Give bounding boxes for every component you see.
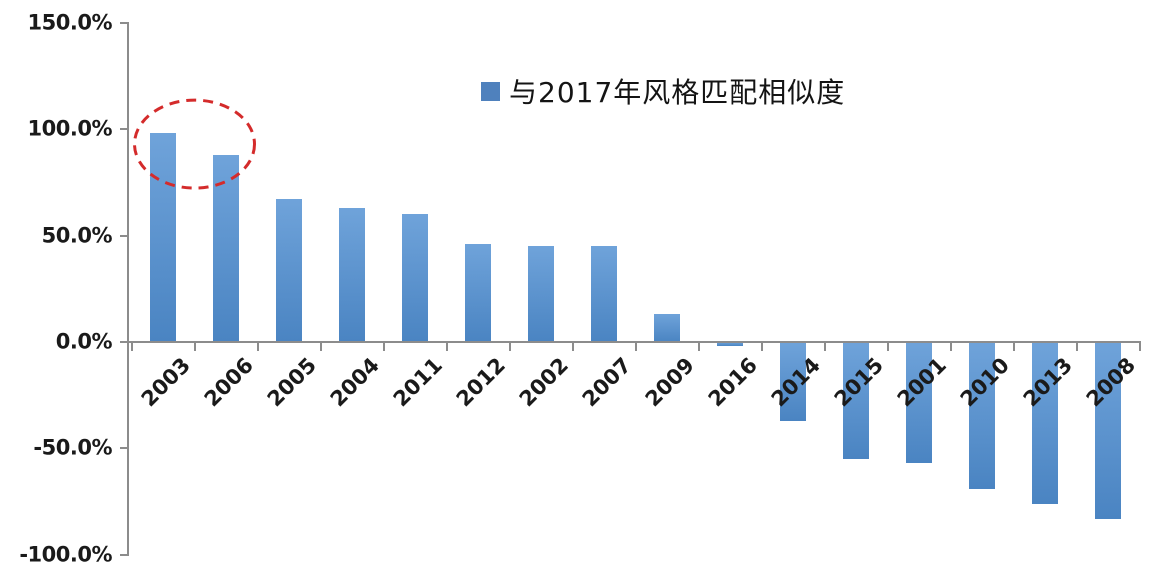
- x-tick: [886, 342, 889, 351]
- bar: [717, 342, 743, 347]
- y-tick-label: -100.0%: [19, 542, 112, 567]
- x-tick: [445, 342, 448, 351]
- y-tick: [120, 234, 128, 237]
- y-tick: [120, 553, 128, 556]
- x-tick: [571, 342, 574, 351]
- y-tick-label: 100.0%: [27, 116, 113, 141]
- y-tick: [120, 21, 128, 24]
- legend-label: 与2017年风格匹配相似度: [509, 76, 846, 109]
- y-tick-label: 0.0%: [55, 329, 113, 354]
- bar: [591, 246, 617, 342]
- x-tick: [1138, 342, 1141, 351]
- x-axis-line: [127, 341, 1141, 343]
- x-tick-label: 2009: [640, 353, 699, 412]
- bar: [843, 342, 869, 460]
- x-tick: [697, 342, 700, 351]
- x-tick-label: 2007: [577, 353, 636, 412]
- x-tick-label: 2004: [325, 353, 384, 412]
- y-tick: [120, 447, 128, 450]
- legend: 与2017年风格匹配相似度: [481, 71, 845, 111]
- bar: [1095, 342, 1121, 519]
- bar: [1032, 342, 1058, 504]
- y-axis-line: [127, 22, 129, 556]
- x-tick-label: 2012: [451, 353, 510, 412]
- bar: [528, 246, 554, 342]
- x-tick: [760, 342, 763, 351]
- x-tick-label: 2016: [703, 353, 762, 412]
- bar: [969, 342, 995, 489]
- x-tick-label: 2003: [136, 353, 195, 412]
- x-tick-label: 2006: [199, 353, 258, 412]
- y-tick-label: 50.0%: [41, 223, 113, 248]
- bar: [465, 244, 491, 342]
- bar: [213, 154, 239, 342]
- legend-marker-icon: [481, 81, 500, 101]
- y-tick: [120, 341, 128, 343]
- y-tick-label: 150.0%: [27, 10, 113, 35]
- x-tick: [382, 342, 385, 351]
- x-tick: [256, 342, 259, 351]
- bar: [780, 342, 806, 421]
- x-tick: [508, 342, 511, 351]
- x-tick: [193, 342, 196, 351]
- bar: [654, 314, 680, 342]
- x-tick: [823, 342, 826, 351]
- x-tick-label: 2005: [262, 353, 321, 412]
- x-tick: [1075, 342, 1078, 351]
- x-tick: [1012, 342, 1015, 351]
- x-tick: [319, 342, 322, 351]
- x-tick: [634, 342, 637, 351]
- bar: [339, 207, 365, 342]
- bar: [906, 342, 932, 464]
- x-tick-label: 2002: [514, 353, 573, 412]
- y-tick-label: -50.0%: [33, 435, 112, 460]
- x-tick-label: 2011: [388, 353, 447, 412]
- bar: [276, 199, 302, 342]
- x-tick: [949, 342, 952, 351]
- x-tick: [130, 342, 133, 351]
- bar: [150, 133, 176, 342]
- bar: [402, 214, 428, 342]
- y-tick: [120, 128, 128, 131]
